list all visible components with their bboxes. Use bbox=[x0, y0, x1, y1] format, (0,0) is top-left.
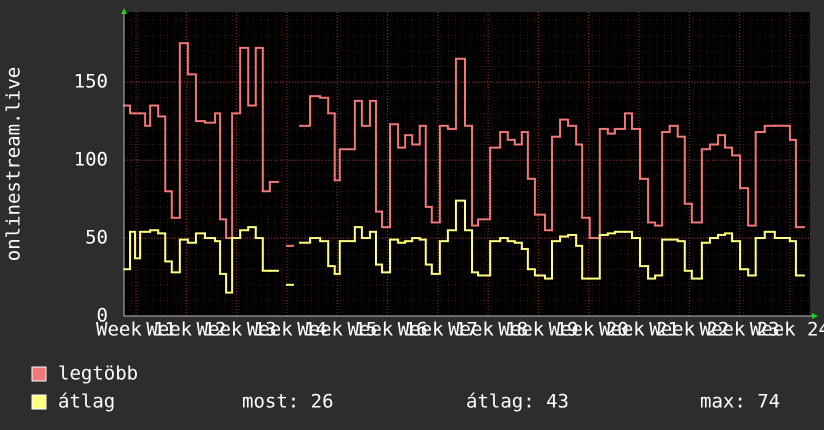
x-tick-label: Week 24 bbox=[750, 319, 824, 341]
y-tick-label: 0 bbox=[97, 305, 108, 327]
minor-grid bbox=[124, 12, 810, 316]
legend-swatch bbox=[31, 394, 47, 410]
x-tick-label: Week 20 bbox=[549, 319, 629, 341]
legend-label: átlag bbox=[58, 391, 115, 413]
x-tick-label: Week 11 bbox=[96, 319, 176, 341]
x-tick-label: Week 16 bbox=[347, 319, 427, 341]
y-tick-label: 50 bbox=[85, 227, 108, 249]
x-tick-label: Week 23 bbox=[700, 319, 780, 341]
stat-label: most: 26 bbox=[242, 391, 334, 413]
x-tick-label: Week 19 bbox=[498, 319, 578, 341]
x-tick-label: Week 14 bbox=[247, 319, 327, 341]
stat-label: átlag: 43 bbox=[466, 391, 569, 413]
x-arrow bbox=[812, 313, 818, 319]
stat-label: max: 74 bbox=[700, 391, 780, 413]
x-tick-label: Week 18 bbox=[448, 319, 528, 341]
x-tick-label: Week 13 bbox=[197, 319, 277, 341]
y-tick-label: 150 bbox=[74, 71, 108, 93]
y-axis-label: onlinestream.live bbox=[3, 67, 25, 261]
x-tick-label: Week 15 bbox=[297, 319, 377, 341]
y-arrow bbox=[121, 8, 127, 14]
legend-label: legtöbb bbox=[58, 363, 138, 385]
x-tick-label: Week 12 bbox=[146, 319, 226, 341]
legend-swatch bbox=[31, 366, 47, 382]
y-tick-label: 100 bbox=[74, 149, 108, 171]
x-tick-label: Week 22 bbox=[649, 319, 729, 341]
x-tick-label: Week 21 bbox=[599, 319, 679, 341]
x-tick-label: Week 17 bbox=[398, 319, 478, 341]
